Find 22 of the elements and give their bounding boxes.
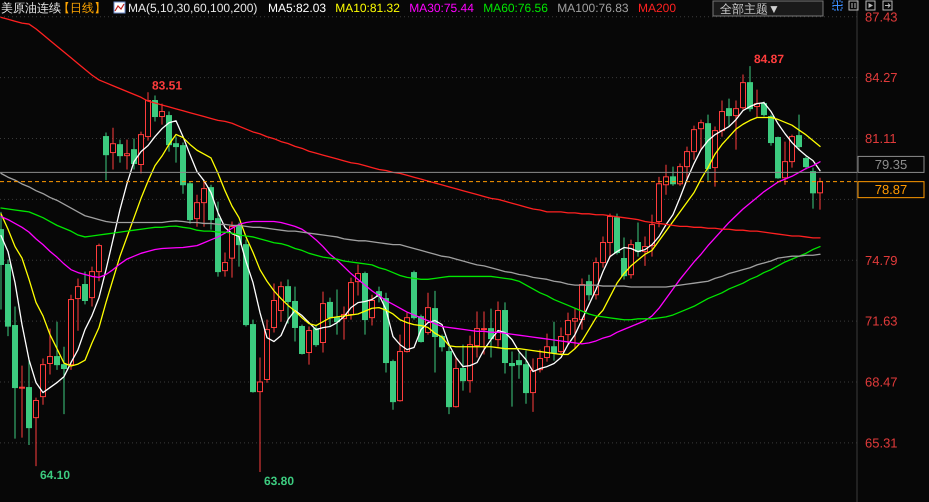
annotation: 83.51 — [152, 78, 182, 92]
annotation: 63.80 — [264, 474, 294, 488]
ref-line-label: 79.35 — [874, 156, 908, 172]
y-tick-label: 71.63 — [865, 314, 898, 329]
annotation: 64.10 — [40, 468, 70, 482]
y-tick-label: 87.43 — [865, 9, 898, 24]
annotation: MA(5,10,30,60,100,200) — [128, 1, 258, 15]
text: MA60:76.56 — [483, 1, 548, 15]
y-tick-label: 65.31 — [865, 435, 898, 450]
text: MA100:76.83 — [557, 1, 629, 15]
text: MA5:82.03 — [268, 1, 326, 15]
annotation: 全部主题▼ — [720, 2, 780, 16]
y-tick-label: 81.11 — [865, 131, 897, 146]
y-tick-label: 84.27 — [865, 70, 898, 86]
text: MA30:75.44 — [409, 1, 474, 15]
text: MA200 — [638, 1, 676, 15]
y-tick-label: 74.79 — [865, 252, 898, 268]
y-tick-label: 68.47 — [865, 374, 898, 390]
chart-title: 美原油连续 — [1, 1, 61, 15]
annotation: 84.87 — [754, 52, 784, 66]
ref-line-label: 78.87 — [874, 182, 908, 198]
text: MA10:81.32 — [335, 1, 400, 15]
